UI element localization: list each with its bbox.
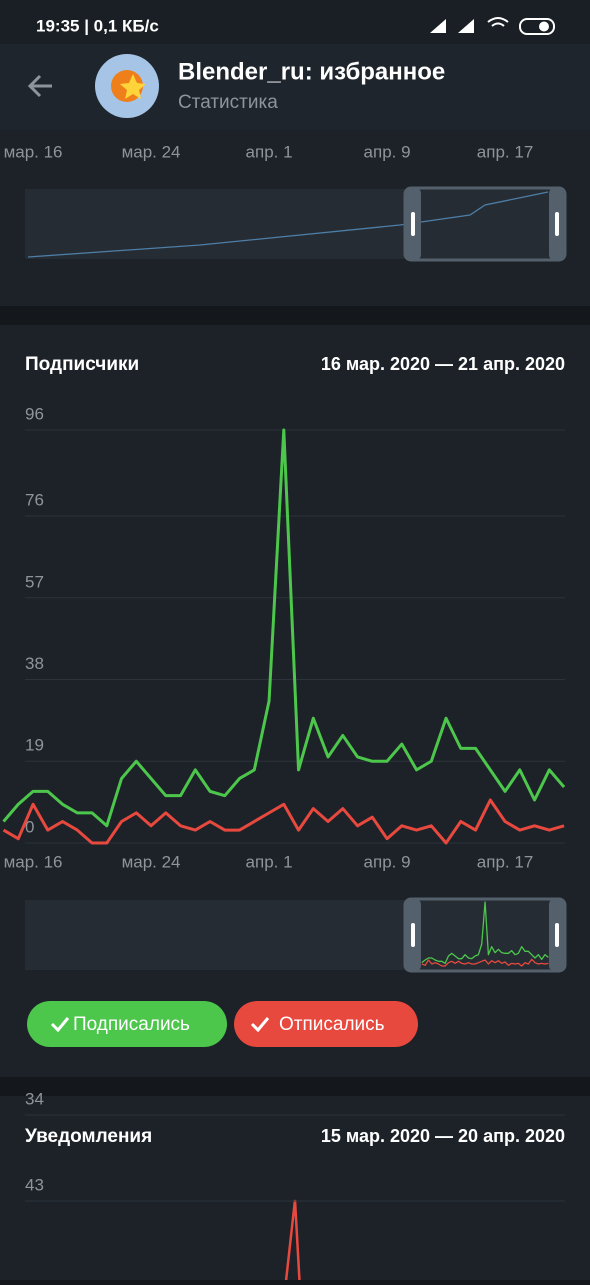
navigator — [25, 900, 565, 970]
y-tick-label: 0 — [25, 817, 34, 836]
x-tick-label: апр. 17 — [477, 142, 533, 161]
top-window — [403, 186, 567, 262]
legend-pill[interactable] — [234, 1001, 418, 1047]
avatar-star — [120, 74, 146, 99]
top-navigator-line — [27, 191, 549, 258]
handle-grip — [411, 212, 415, 236]
legend-pill[interactable] — [27, 1001, 227, 1047]
notifications-card — [0, 1096, 590, 1280]
x-tick-label: апр. 9 — [364, 852, 411, 871]
check — [50, 1017, 70, 1033]
y-tick-label: 19 — [25, 736, 44, 755]
navigator-line — [421, 901, 549, 964]
chart-date-range: 16 мар. 2020 — 21 апр. 2020 — [321, 354, 565, 374]
header — [0, 44, 590, 130]
header-title: Blender_ru: избранное — [178, 58, 445, 85]
handle-grip — [555, 923, 559, 947]
navigator-line — [421, 958, 549, 967]
status-icons — [430, 17, 555, 35]
handle-grip — [411, 923, 415, 947]
check — [250, 1017, 270, 1033]
x-tick-label: мар. 16 — [4, 852, 63, 871]
notifications-line — [284, 1199, 301, 1285]
y-tick-label: 76 — [25, 491, 44, 510]
y-tick-label: 96 — [25, 404, 44, 423]
x-tick-label: мар. 24 — [122, 852, 181, 871]
notifications-title: Уведомления — [25, 1126, 152, 1147]
legend-button[interactable]: Подписались — [27, 1001, 227, 1047]
series-line — [2, 798, 565, 845]
status-bar — [0, 0, 590, 44]
top-navigator — [25, 189, 565, 259]
navigator-window — [403, 897, 567, 973]
status-text: 19:35 | 0,1 КБ/с — [36, 16, 159, 35]
x-tick-label: апр. 1 — [246, 142, 293, 161]
y-tick-label: 34 — [25, 1089, 44, 1108]
x-tick-label: апр. 1 — [246, 852, 293, 871]
x-tick-label: мар. 24 — [122, 142, 181, 161]
handle-grip — [555, 212, 559, 236]
back-button[interactable] — [27, 74, 52, 98]
legend-label[interactable]: Подписались — [73, 1014, 190, 1035]
chart-title: Подписчики — [25, 354, 139, 375]
x-tick-label: апр. 17 — [477, 852, 533, 871]
y-tick-label: 38 — [25, 654, 44, 673]
notifications-date-range: 15 мар. 2020 — 20 апр. 2020 — [321, 1126, 565, 1146]
y-tick-label: 57 — [25, 572, 44, 591]
x-tick-label: апр. 9 — [364, 142, 411, 161]
x-tick-label: мар. 16 — [4, 142, 63, 161]
series-line — [2, 428, 566, 828]
header-subtitle: Статистика — [178, 92, 278, 113]
legend-label[interactable]: Отписались — [279, 1014, 385, 1035]
legend-button[interactable]: Отписались — [234, 1001, 418, 1047]
y-tick-label: 43 — [25, 1175, 44, 1194]
